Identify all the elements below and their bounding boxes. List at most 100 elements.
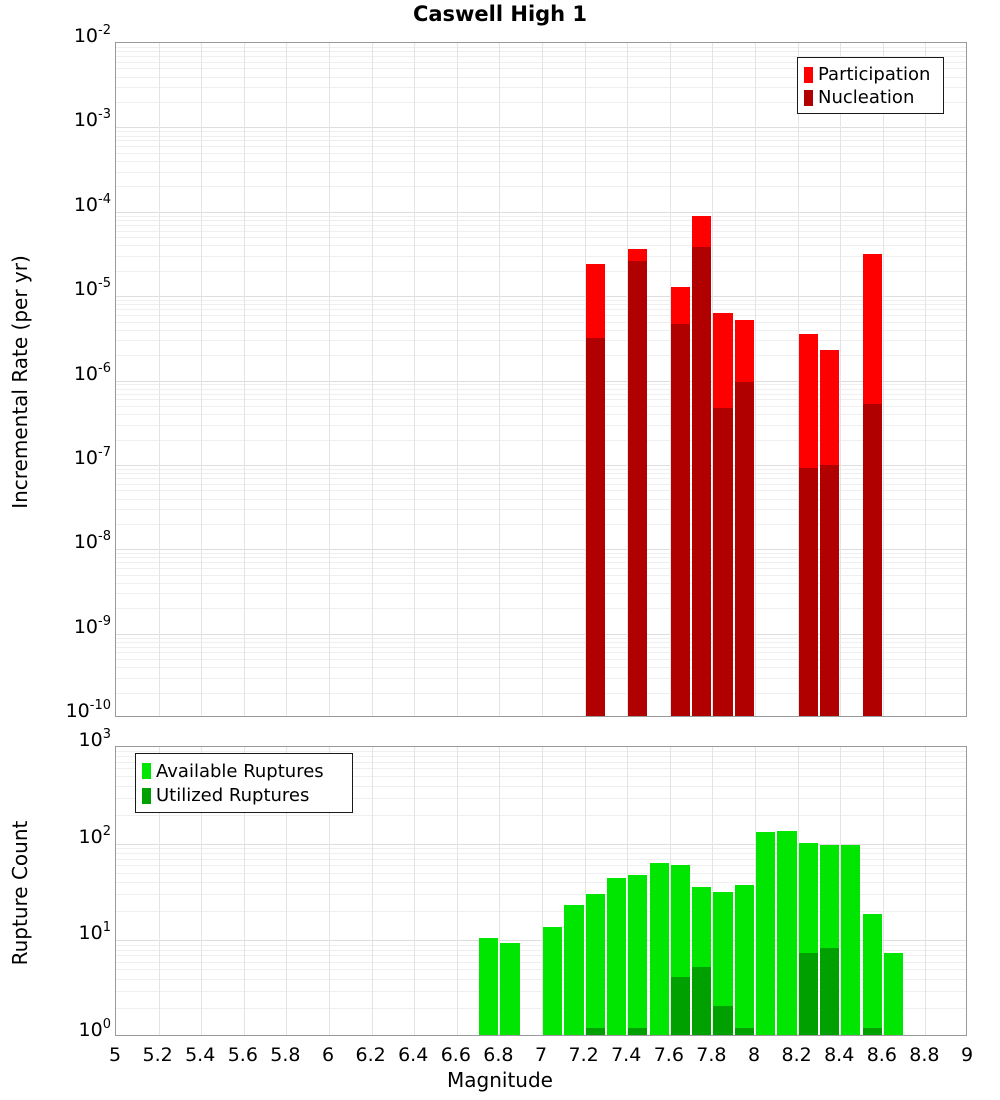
- minor-gridline: [116, 944, 966, 946]
- vertical-gridline: [584, 43, 586, 716]
- minor-gridline: [116, 68, 966, 70]
- y-tick-label: 10-8: [73, 529, 111, 554]
- vertical-gridline: [499, 747, 501, 1035]
- minor-gridline: [116, 582, 966, 584]
- x-tick-label: 8: [747, 1044, 761, 1066]
- x-tick-label: 6: [321, 1044, 335, 1066]
- x-tick-label: 7.2: [568, 1044, 599, 1066]
- vertical-gridline: [840, 747, 842, 1035]
- minor-gridline: [116, 270, 966, 272]
- minor-gridline: [116, 384, 966, 386]
- available-ruptures-bar: [777, 830, 797, 1035]
- nucleation-bar: [670, 324, 691, 716]
- minor-gridline: [116, 853, 966, 854]
- available-ruptures-bar: [862, 913, 882, 1035]
- x-tick-label: 7.6: [653, 1044, 684, 1066]
- rate-panel-plot-area: [115, 42, 967, 717]
- count-y-axis-label: Rupture Count: [8, 820, 32, 966]
- vertical-gridline: [201, 43, 203, 716]
- minor-gridline: [116, 553, 966, 555]
- vertical-gridline: [712, 747, 714, 1035]
- vertical-gridline: [158, 747, 160, 1035]
- x-tick-label: 8.6: [866, 1044, 897, 1066]
- available-ruptures-legend-label: Available Ruptures: [156, 760, 324, 782]
- nucleation-bar: [862, 403, 882, 716]
- y-tick-label: 10-4: [73, 191, 111, 216]
- vertical-gridline: [499, 43, 501, 716]
- vertical-gridline: [925, 43, 927, 716]
- minor-gridline: [116, 152, 966, 154]
- x-tick-label: 7: [534, 1044, 548, 1066]
- minor-gridline: [116, 882, 966, 884]
- nucleation-legend-label: Nucleation: [818, 87, 915, 108]
- minor-gridline: [116, 490, 966, 492]
- available-ruptures-swatch-icon: [142, 763, 151, 780]
- minor-gridline: [116, 140, 966, 142]
- nucleation-bar: [585, 338, 605, 716]
- vertical-gridline: [840, 43, 842, 716]
- minor-gridline: [116, 230, 966, 232]
- minor-gridline: [116, 483, 966, 485]
- vertical-gridline: [542, 43, 543, 716]
- vertical-gridline: [669, 43, 671, 716]
- minor-gridline: [116, 637, 966, 639]
- minor-gridline: [116, 955, 966, 957]
- vertical-gridline: [286, 747, 288, 1035]
- major-gridline: [116, 633, 966, 635]
- x-tick-label: 8.4: [824, 1044, 855, 1066]
- vertical-gridline: [243, 43, 245, 716]
- available-ruptures-bar: [628, 875, 648, 1035]
- minor-gridline: [116, 309, 966, 311]
- minor-gridline: [116, 388, 966, 390]
- participation-swatch-icon: [804, 66, 813, 83]
- minor-gridline: [116, 858, 966, 860]
- y-tick-label: 10-2: [73, 23, 111, 47]
- utilized-ruptures-bar: [734, 1028, 754, 1035]
- minor-gridline: [116, 593, 966, 595]
- major-gridline: [116, 296, 966, 298]
- minor-gridline: [116, 667, 966, 669]
- minor-gridline: [116, 314, 966, 316]
- vertical-gridline: [456, 747, 458, 1035]
- nucleation-bar: [734, 382, 754, 716]
- minor-gridline: [116, 161, 966, 162]
- x-tick-label: 7.4: [611, 1044, 642, 1066]
- utilized-ruptures-bar: [585, 1028, 605, 1035]
- minor-gridline: [116, 51, 966, 53]
- y-tick-label: 103: [78, 727, 111, 751]
- vertical-gridline: [329, 747, 330, 1035]
- minor-gridline: [116, 224, 966, 226]
- minor-gridline: [116, 468, 966, 470]
- minor-gridline: [116, 399, 966, 401]
- minor-gridline: [116, 562, 966, 564]
- x-tick-label: 6.8: [483, 1044, 514, 1066]
- vertical-gridline: [925, 747, 927, 1035]
- minor-gridline: [116, 652, 966, 654]
- minor-gridline: [116, 509, 966, 510]
- count-panel-plot-area: [115, 746, 967, 1036]
- vertical-gridline: [542, 747, 543, 1035]
- minor-gridline: [116, 978, 966, 980]
- vertical-gridline: [329, 43, 330, 716]
- x-tick-label: 8.8: [909, 1044, 940, 1066]
- vertical-gridline: [286, 43, 288, 716]
- major-gridline: [116, 843, 966, 845]
- x-axis-label: Magnitude: [447, 1068, 553, 1092]
- minor-gridline: [116, 990, 966, 992]
- minor-gridline: [116, 424, 966, 426]
- available-ruptures-bar: [500, 942, 520, 1035]
- utilized-ruptures-swatch-icon: [142, 787, 151, 804]
- available-ruptures-bar: [564, 905, 584, 1035]
- minor-gridline: [116, 608, 966, 610]
- available-ruptures-bar: [543, 927, 563, 1035]
- major-gridline: [116, 940, 966, 942]
- x-tick-label: 6.4: [398, 1044, 429, 1066]
- x-tick-label: 5.4: [185, 1044, 216, 1066]
- y-tick-label: 10-5: [73, 276, 111, 301]
- y-tick-label: 101: [78, 920, 111, 945]
- utilized-ruptures-bar: [670, 976, 691, 1035]
- vertical-gridline: [243, 747, 245, 1035]
- y-tick-label: 102: [78, 823, 111, 848]
- minor-gridline: [116, 131, 966, 133]
- available-ruptures-bar: [585, 893, 605, 1035]
